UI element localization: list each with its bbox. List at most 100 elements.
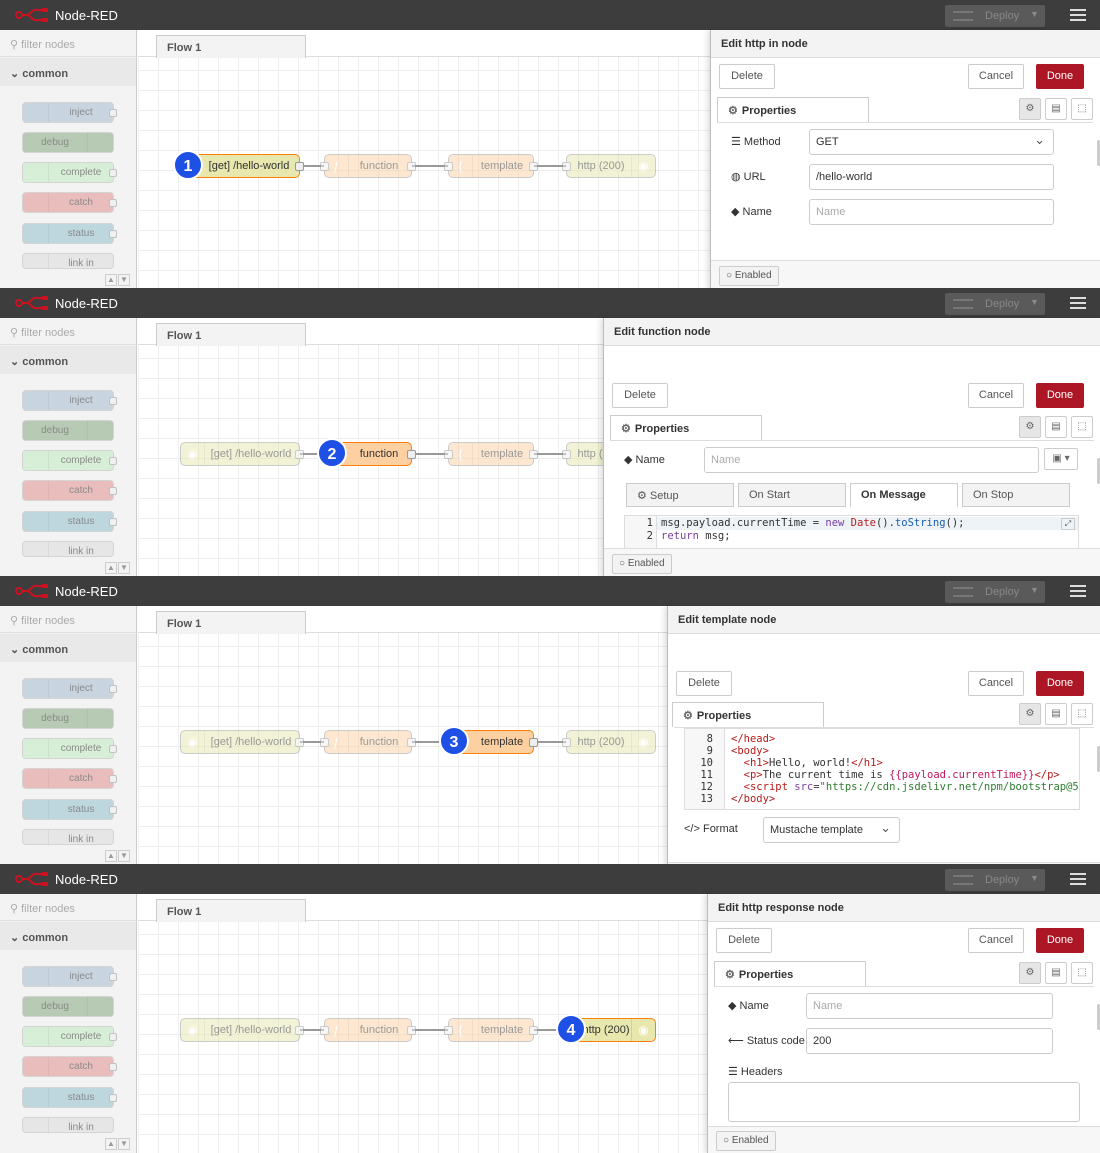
description-icon[interactable]: ▤ [1045, 98, 1067, 120]
method-select[interactable]: GET [809, 129, 1054, 155]
flow-node-http-in[interactable]: ◉ [get] /hello-world [180, 1018, 304, 1042]
palette-node-inject[interactable]: inject [22, 678, 117, 699]
input-port[interactable] [320, 1026, 329, 1035]
tab-flow-1[interactable]: Flow 1 [156, 899, 306, 922]
palette-node-debug[interactable]: debug [22, 420, 114, 441]
output-port[interactable] [407, 1026, 416, 1035]
palette-node-complete[interactable]: complete [22, 162, 117, 183]
chevron-up-icon[interactable]: ▲ [105, 562, 117, 574]
chevron-down-icon[interactable]: ▼ [1030, 873, 1039, 883]
palette-node-link-in[interactable]: link in [22, 541, 114, 557]
palette-scroll-buttons[interactable]: ▲ ▼ [105, 1137, 133, 1150]
flow-node-http-response[interactable]: http (200) ◉ [562, 154, 656, 178]
enabled-toggle[interactable]: ○ Enabled [612, 554, 672, 574]
tab-properties[interactable]: ⚙ Properties [714, 961, 866, 986]
input-port[interactable] [444, 1026, 453, 1035]
chevron-down-icon[interactable]: ▼ [118, 850, 130, 862]
palette-node-status[interactable]: status [22, 223, 117, 244]
output-port[interactable] [407, 738, 416, 747]
done-button[interactable]: Done [1036, 64, 1084, 89]
input-port[interactable] [562, 738, 571, 747]
palette-node-catch[interactable]: catch [22, 768, 117, 789]
output-port[interactable] [529, 738, 538, 747]
palette-node-status[interactable]: status [22, 799, 117, 820]
chevron-down-icon[interactable]: ▼ [1030, 9, 1039, 19]
name-input[interactable]: Name [809, 199, 1054, 225]
gear-icon[interactable]: ⚙ [1019, 962, 1041, 984]
scrollbar[interactable] [1097, 458, 1100, 484]
palette-category[interactable]: ⌄ common [0, 346, 136, 374]
flow-node-http-in[interactable]: ◉ [get] /hello-world [180, 442, 304, 466]
flow-node-template[interactable]: {template [444, 442, 538, 466]
palette-category[interactable]: ⌄ common [0, 58, 136, 86]
format-select[interactable]: Mustache template [763, 817, 900, 843]
scrollbar[interactable] [1097, 1004, 1100, 1030]
palette-node-debug[interactable]: debug [22, 132, 114, 153]
description-icon[interactable]: ▤ [1045, 416, 1067, 438]
description-icon[interactable]: ▤ [1045, 962, 1067, 984]
flow-node-template[interactable]: {template [444, 154, 538, 178]
output-port[interactable] [529, 1026, 538, 1035]
palette-filter-input[interactable]: ⚲ filter nodes [0, 606, 136, 633]
input-port[interactable] [444, 162, 453, 171]
palette-filter-input[interactable]: ⚲ filter nodes [0, 318, 136, 345]
scrollbar[interactable] [1097, 140, 1100, 166]
palette-node-debug[interactable]: debug [22, 996, 114, 1017]
palette-node-catch[interactable]: catch [22, 192, 117, 213]
code-editor[interactable]: 1 msg.payload.currentTime = new Date().t… [624, 515, 1079, 567]
palette-node-inject[interactable]: inject [22, 390, 117, 411]
description-icon[interactable]: ▤ [1045, 703, 1067, 725]
name-input[interactable]: Name [806, 993, 1053, 1019]
scrollbar[interactable] [1097, 746, 1100, 772]
flow-node-http-in[interactable]: ◉ [get] /hello-world [180, 730, 304, 754]
tab-on-stop[interactable]: On Stop [962, 483, 1070, 507]
workspace[interactable]: Flow 1 ◉ [get] /hello-world ƒ function tem… [138, 606, 667, 864]
palette-node-catch[interactable]: catch [22, 480, 117, 501]
workspace[interactable]: Flow 1 [get] /hello-world ƒ function {tem… [138, 30, 710, 288]
palette-node-debug[interactable]: debug [22, 708, 114, 729]
icon-picker-button[interactable]: ▣ ▾ [1044, 448, 1078, 470]
palette-node-complete[interactable]: complete [22, 1026, 117, 1047]
flow-node-template[interactable]: {template [444, 1018, 538, 1042]
palette-node-catch[interactable]: catch [22, 1056, 117, 1077]
palette-category[interactable]: ⌄ common [0, 634, 136, 662]
tab-properties[interactable]: ⚙ Properties [717, 97, 869, 122]
output-port[interactable] [295, 1026, 304, 1035]
menu-icon[interactable] [1070, 873, 1086, 885]
cancel-button[interactable]: Cancel [968, 64, 1024, 89]
palette-node-link-in[interactable]: link in [22, 1117, 114, 1133]
headers-list[interactable] [728, 1082, 1080, 1122]
flow-node-function[interactable]: ƒ function [320, 154, 416, 178]
delete-button[interactable]: Delete [676, 671, 732, 696]
output-port[interactable] [407, 162, 416, 171]
palette-node-inject[interactable]: inject [22, 966, 117, 987]
chevron-up-icon[interactable]: ▲ [105, 850, 117, 862]
cancel-button[interactable]: Cancel [968, 928, 1024, 953]
done-button[interactable]: Done [1036, 383, 1084, 408]
menu-icon[interactable] [1070, 585, 1086, 597]
enabled-toggle[interactable]: ○ Enabled [716, 1131, 776, 1151]
flow-node-http-response[interactable]: http (200) ◉ [562, 730, 656, 754]
delete-button[interactable]: Delete [716, 928, 772, 953]
appearance-icon[interactable]: ⬚ [1071, 703, 1093, 725]
palette-scroll-buttons[interactable]: ▲ ▼ [105, 273, 133, 286]
flow-node-function[interactable]: ƒ function [320, 1018, 416, 1042]
chevron-down-icon[interactable]: ▼ [118, 274, 130, 286]
palette-node-link-in[interactable]: link in [22, 829, 114, 845]
input-port[interactable] [444, 450, 453, 459]
cancel-button[interactable]: Cancel [968, 671, 1024, 696]
palette-scroll-buttons[interactable]: ▲ ▼ [105, 561, 133, 574]
tab-setup[interactable]: ⚙ Setup [626, 483, 734, 507]
deploy-button[interactable]: Deploy ▼ [945, 581, 1045, 603]
output-port[interactable] [407, 450, 416, 459]
tab-flow-1[interactable]: Flow 1 [156, 323, 306, 346]
cancel-button[interactable]: Cancel [968, 383, 1024, 408]
palette-node-complete[interactable]: complete [22, 738, 117, 759]
done-button[interactable]: Done [1036, 671, 1084, 696]
palette-node-link-in[interactable]: link in [22, 253, 114, 269]
enabled-toggle[interactable]: ○ Enabled [719, 266, 779, 286]
tab-flow-1[interactable]: Flow 1 [156, 35, 306, 58]
tab-on-message[interactable]: On Message [850, 483, 958, 507]
deploy-button[interactable]: Deploy ▼ [945, 5, 1045, 27]
chevron-up-icon[interactable]: ▲ [105, 274, 117, 286]
